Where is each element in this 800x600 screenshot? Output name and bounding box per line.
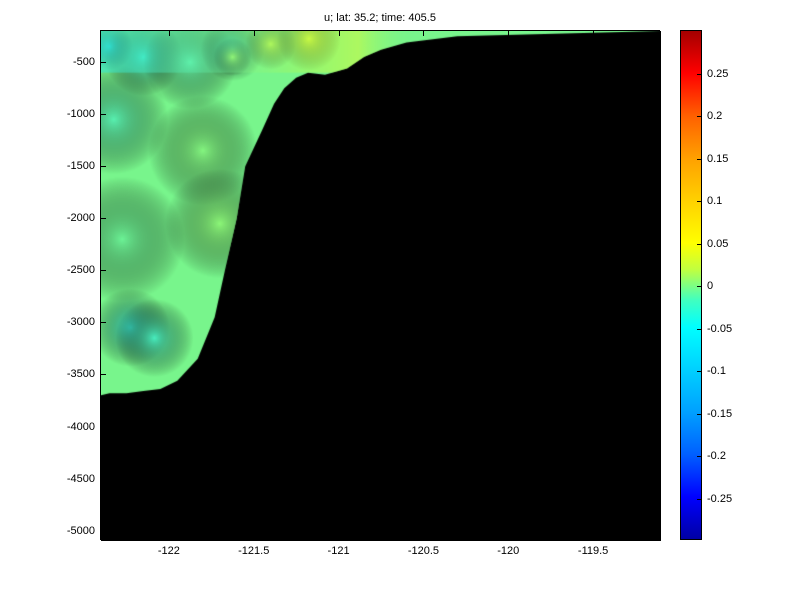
y-tick-label: -1000 <box>67 108 95 120</box>
tickmark <box>654 322 659 323</box>
y-tick-label: -1500 <box>67 160 95 172</box>
y-tick-label: -2500 <box>67 264 95 276</box>
colorbar-tick-label: 0.05 <box>707 238 728 250</box>
heatmap-canvas <box>101 31 661 541</box>
tickmark <box>654 374 659 375</box>
tickmark <box>697 244 701 245</box>
tickmark <box>101 114 106 115</box>
plot-area: -500-1000-1500-2000-2500-3000-3500-4000-… <box>100 30 660 540</box>
tickmark <box>423 31 424 36</box>
y-tick-label: -4000 <box>67 421 95 433</box>
tickmark <box>101 322 106 323</box>
tickmark <box>101 166 106 167</box>
y-tick-label: -3500 <box>67 368 95 380</box>
tickmark <box>508 534 509 539</box>
colorbar-tick-label: -0.25 <box>707 493 732 505</box>
y-tick-label: -2000 <box>67 212 95 224</box>
tickmark <box>101 218 106 219</box>
tickmark <box>101 531 106 532</box>
tickmark <box>654 62 659 63</box>
x-tick-label: -122 <box>158 545 180 557</box>
tickmark <box>593 534 594 539</box>
x-tick-label: -121.5 <box>238 545 269 557</box>
x-tick-label: -119.5 <box>578 545 608 557</box>
tickmark <box>697 74 701 75</box>
tickmark <box>697 159 701 160</box>
colorbar-tick-label: -0.1 <box>707 365 726 377</box>
colorbar-tick-label: -0.05 <box>707 323 732 335</box>
tickmark <box>654 427 659 428</box>
colorbar: 0.250.20.150.10.050-0.05-0.1-0.15-0.2-0.… <box>680 30 702 540</box>
colorbar-tick-label: 0.25 <box>707 68 728 80</box>
tickmark <box>101 427 106 428</box>
tickmark <box>101 62 106 63</box>
tickmark <box>508 31 509 36</box>
tickmark <box>697 414 701 415</box>
y-tick-label: -5000 <box>67 525 95 537</box>
tickmark <box>697 201 701 202</box>
x-tick-label: -121 <box>328 545 350 557</box>
tickmark <box>697 456 701 457</box>
colorbar-tick-label: 0 <box>707 280 713 292</box>
tickmark <box>697 499 701 500</box>
colorbar-tick-label: 0.1 <box>707 195 722 207</box>
tickmark <box>697 329 701 330</box>
tickmark <box>697 286 701 287</box>
tickmark <box>101 374 106 375</box>
tickmark <box>169 534 170 539</box>
tickmark <box>101 270 106 271</box>
tickmark <box>654 531 659 532</box>
tickmark <box>423 534 424 539</box>
colorbar-tick-label: 0.15 <box>707 153 728 165</box>
tickmark <box>339 534 340 539</box>
tickmark <box>593 31 594 36</box>
tickmark <box>654 479 659 480</box>
tickmark <box>654 166 659 167</box>
tickmark <box>169 31 170 36</box>
tickmark <box>654 218 659 219</box>
tickmark <box>697 116 701 117</box>
x-tick-label: -120 <box>497 545 519 557</box>
tickmark <box>254 534 255 539</box>
y-tick-label: -3000 <box>67 316 95 328</box>
tickmark <box>654 114 659 115</box>
tickmark <box>254 31 255 36</box>
colorbar-tick-label: -0.15 <box>707 408 732 420</box>
colorbar-tick-label: 0.2 <box>707 110 722 122</box>
chart-title: u; lat: 35.2; time: 405.5 <box>100 12 660 24</box>
y-tick-label: -4500 <box>67 473 95 485</box>
tickmark <box>697 371 701 372</box>
x-tick-label: -120.5 <box>408 545 439 557</box>
tickmark <box>339 31 340 36</box>
colorbar-tick-label: -0.2 <box>707 450 726 462</box>
tickmark <box>101 479 106 480</box>
y-tick-label: -500 <box>73 56 95 68</box>
tickmark <box>654 270 659 271</box>
